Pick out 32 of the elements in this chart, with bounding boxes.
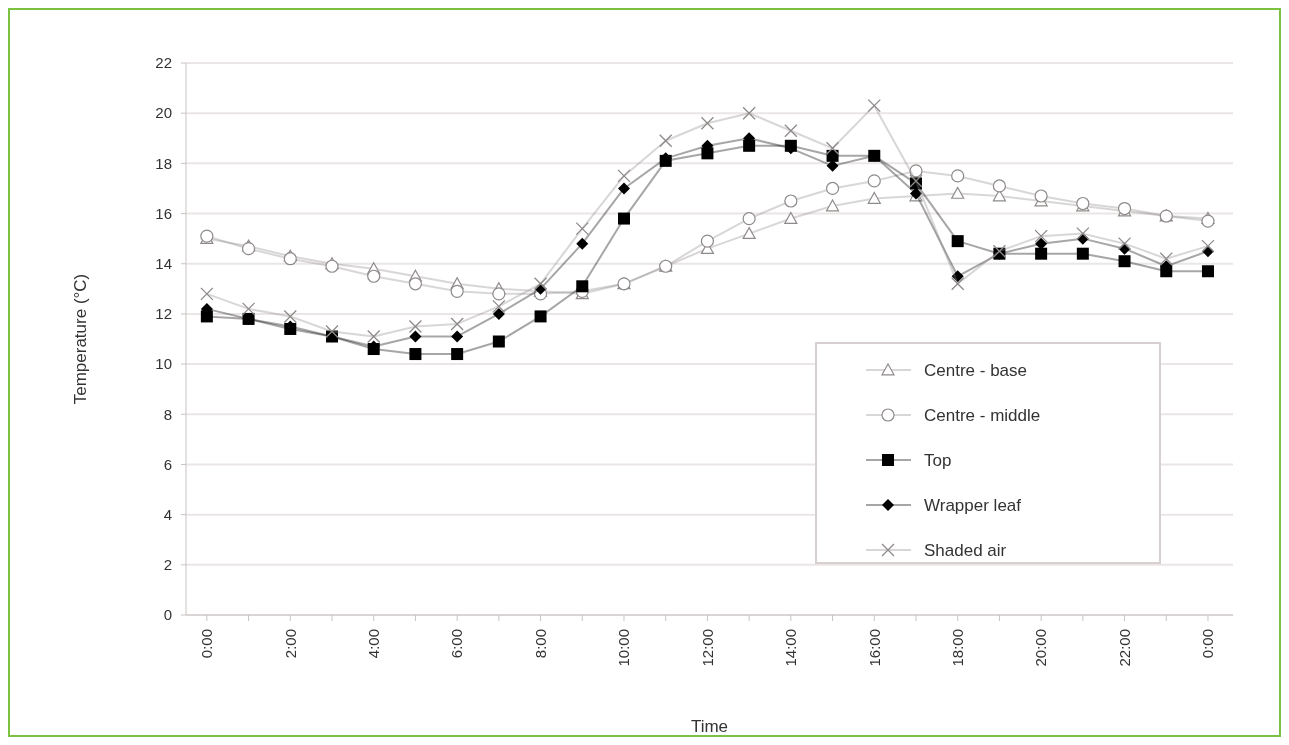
legend-label: Centre - base: [924, 360, 1027, 380]
y-tick-label: 2: [163, 556, 172, 574]
y-tick-label: 4: [163, 505, 172, 523]
y-tick-label: 22: [155, 54, 172, 72]
y-tick-label: 0: [163, 606, 172, 624]
legend-label: Centre - middle: [924, 405, 1041, 425]
y-tick-label: 6: [163, 455, 172, 473]
x-tick-label: 10:00: [615, 629, 633, 667]
legend-label: Wrapper leaf: [924, 495, 1022, 515]
x-tick-label: 6:00: [448, 629, 466, 659]
x-tick-label: 14:00: [782, 629, 800, 667]
x-tick-label: 0:00: [198, 629, 216, 659]
y-tick-label: 12: [155, 305, 172, 323]
x-axis-title: Time: [690, 717, 729, 736]
y-tick-label: 18: [155, 154, 172, 172]
x-tick-label: 16:00: [865, 629, 883, 667]
y-tick-label: 10: [155, 355, 172, 373]
y-tick-label: 14: [155, 254, 172, 272]
y-axis-title: Temperature (°C): [71, 273, 90, 405]
x-tick-label: 4:00: [364, 629, 382, 659]
x-tick-label: 12:00: [698, 629, 716, 667]
legend-label: Shaded air: [924, 540, 1007, 560]
y-tick-label: 16: [155, 204, 172, 222]
x-tick-label: 8:00: [531, 629, 549, 659]
legend-label: Top: [924, 450, 952, 470]
x-tick-label: 2:00: [281, 629, 299, 659]
x-tick-label: 0:00: [1199, 629, 1217, 659]
x-tick-label: 22:00: [1115, 629, 1133, 667]
x-tick-label: 18:00: [948, 629, 966, 667]
x-tick-label: 20:00: [1032, 629, 1050, 667]
y-tick-label: 8: [163, 405, 172, 423]
y-tick-label: 20: [155, 104, 172, 122]
